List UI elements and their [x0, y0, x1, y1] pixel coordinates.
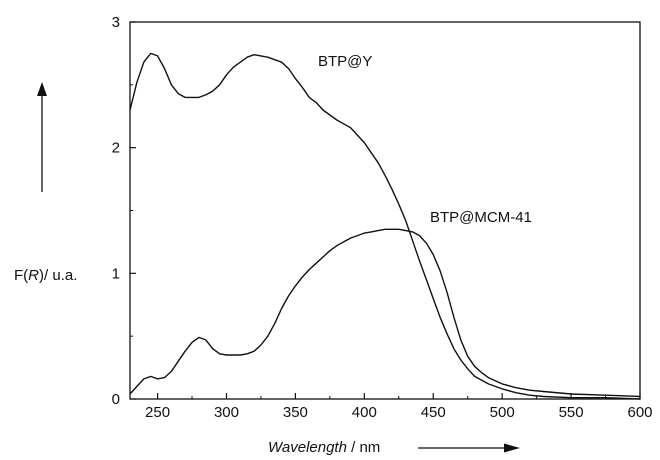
x-tick-label-250: 250 [145, 404, 170, 421]
x-axis-label: Wavelength / nm [268, 439, 380, 456]
series-line-btp-mcm41 [129, 228, 641, 398]
x-tick-label-500: 500 [490, 404, 515, 421]
y-axis-arrow-head [37, 82, 47, 96]
plot-border [129, 21, 641, 400]
axis-ticks [130, 21, 641, 400]
series-line-btp-y [129, 52, 641, 400]
y-tick-label-3: 3 [112, 14, 120, 31]
y-tick-label-0: 0 [112, 391, 120, 408]
x-tick-label-400: 400 [352, 404, 377, 421]
plot-frame [129, 21, 641, 400]
y-tick-label-1: 1 [112, 265, 120, 282]
tick-labels: 250 300 350 400 450 500 550 600 0 1 2 3 [112, 14, 653, 421]
x-tick-label-450: 450 [421, 404, 446, 421]
x-tick-label-600: 600 [627, 404, 652, 421]
series-curves [129, 52, 641, 400]
x-axis-arrow-head [504, 443, 520, 453]
x-tick-label-550: 550 [559, 404, 584, 421]
y-axis-label: F(R)/ u.a. [14, 267, 77, 284]
y-tick-label-2: 2 [112, 140, 120, 157]
x-tick-label-300: 300 [214, 404, 239, 421]
series-label-btp-mcm41: BTP@MCM-41 [430, 209, 532, 226]
series-label-btp-y: BTP@Y [318, 53, 372, 70]
x-tick-label-350: 350 [283, 404, 308, 421]
